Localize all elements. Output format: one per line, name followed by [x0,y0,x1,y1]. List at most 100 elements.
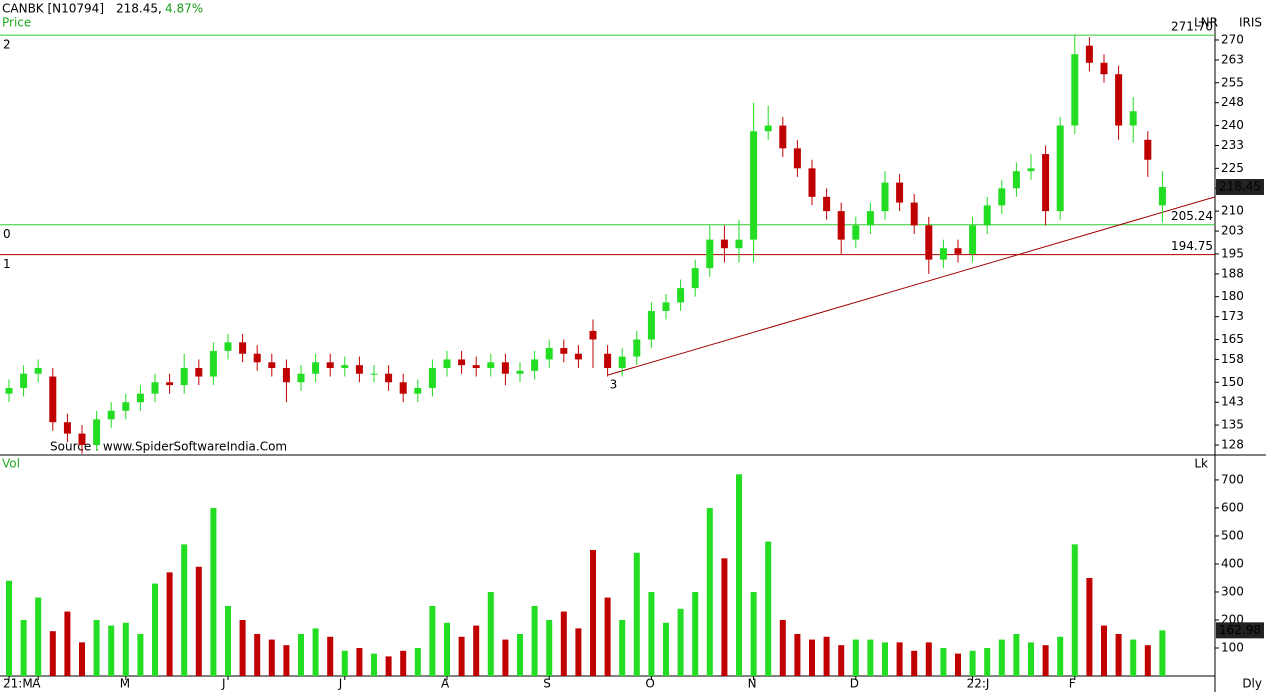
candle-body [866,211,874,226]
volume-bar [108,625,115,676]
candle-body [881,182,889,212]
candle-body [166,382,174,386]
candle-body [1027,168,1035,172]
y-tick-label: 600 [1221,500,1244,514]
candle-body [750,131,758,240]
source: Source : www.SpiderSoftwareIndia.Com [50,440,287,454]
level-value: 205.24 [1171,209,1213,223]
volume-bar [721,558,728,676]
panel-label: Price [2,16,31,30]
volume-bar [93,619,100,676]
volume-unit: Lk [1194,457,1208,471]
candle-body [414,387,422,394]
candle-body [458,359,466,366]
period: Dly [1242,677,1262,691]
candle-body [341,365,349,368]
y-tick-label: 500 [1221,528,1244,542]
candle-body [428,368,436,388]
volume-bar [1071,544,1078,676]
volume-bar [794,633,801,676]
candle-body [399,382,407,394]
y-tick-label: 143 [1221,395,1244,409]
last-volume-tag [1216,622,1264,639]
x-tick-label: 22:J [967,677,990,691]
volume-bar [531,605,538,676]
level-label: 2 [3,38,11,52]
x-tick-label: J [338,677,343,691]
volume-bar [955,653,961,676]
candle-body [1071,54,1079,126]
x-tick-label: M [120,677,130,691]
candle-body [180,368,188,386]
y-tick-label: 128 [1221,438,1244,452]
volume-bar [765,541,772,676]
volume-bar [225,605,231,676]
y-tick-label: 225 [1221,161,1244,175]
volume-bar [1086,577,1093,676]
volume-bar [283,645,290,676]
candle-body [355,365,363,374]
candle-body [282,368,290,383]
volume-bar [414,647,421,676]
candle-body [297,373,305,383]
trendline-label: 3 [610,378,618,392]
candle-body [983,205,991,226]
candle-body [954,248,962,254]
volume-bar [1028,642,1034,676]
candle-body [1100,62,1108,75]
unit: LNR [1194,16,1218,30]
last-price-tag [1216,179,1264,196]
y-tick-label: 248 [1221,95,1244,109]
x-tick-label: A [32,677,41,691]
volume-bar [560,611,567,676]
volume-bar [1057,636,1064,676]
last-volume: 162.98 [1219,623,1261,637]
candle-body [691,268,699,289]
candle-body [779,125,787,149]
y-tick-label: 240 [1221,118,1244,132]
volume-bar [692,591,699,676]
volume-bar [137,633,144,676]
volume-bar [385,656,392,676]
volume-bar [49,631,56,676]
y-tick-label: 135 [1221,418,1244,432]
x-tick-label: N [748,677,757,691]
volume-bar [998,639,1005,676]
volume-bar [517,633,523,676]
volume-bar [590,549,596,676]
candle-body [34,368,42,374]
volume-bar [1115,633,1122,676]
candle-body [764,125,772,132]
y-tick-label: 173 [1221,309,1244,323]
x-tick-label: F [1069,677,1076,691]
volume-bar [487,591,494,676]
candle-body [633,339,641,357]
y-tick-label: 210 [1221,204,1244,218]
candle-body [531,359,539,371]
volume-bar [6,580,12,676]
x-tick-label: D [850,677,859,691]
volume-bar [1130,639,1137,676]
y-tick-label: 188 [1221,266,1244,280]
volume-bar [298,633,304,676]
y-tick-label: 203 [1221,224,1244,238]
candle-body [443,359,451,368]
volume-bar [341,650,348,676]
volume-bar [210,507,217,676]
candle-body [618,356,626,368]
candle-body [647,310,655,340]
volume-bar [911,650,918,676]
candle-body [78,433,86,446]
candle-body [720,239,728,249]
candle-body [370,373,378,375]
volume-bar [706,507,713,676]
y-tick-label: 195 [1221,246,1244,260]
volume-bar [79,642,85,676]
candle-body [560,348,568,354]
volume-bar [502,639,509,676]
volume-bar [458,636,465,676]
volume-bar [429,605,436,676]
volume-bar [356,647,363,676]
trendline [607,196,1216,376]
